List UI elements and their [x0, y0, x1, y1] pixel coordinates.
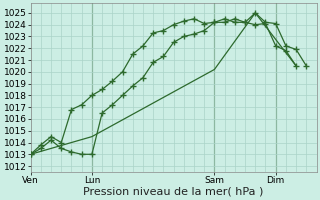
X-axis label: Pression niveau de la mer( hPa ): Pression niveau de la mer( hPa ) — [84, 187, 264, 197]
